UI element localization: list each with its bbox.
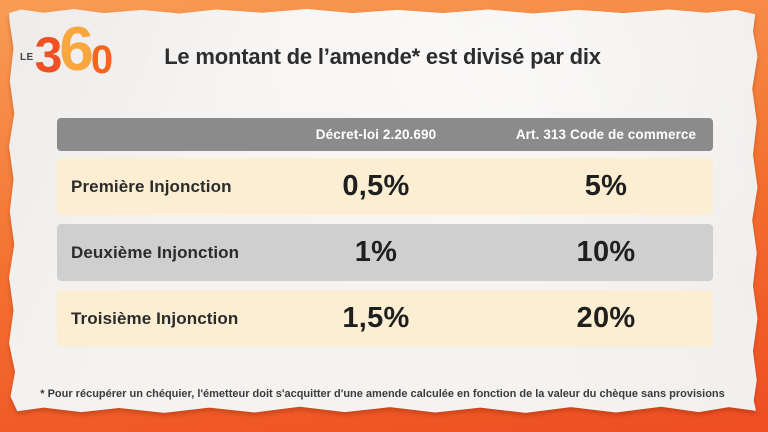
table-header-row: Décret-loi 2.20.690 Art. 313 Code de com… <box>57 118 713 151</box>
decret-value: 1% <box>354 236 398 268</box>
logo-digit-3: 3 <box>34 27 63 84</box>
code-value: 10% <box>576 236 636 268</box>
decret-value: 0,5% <box>342 170 410 202</box>
header-cell-decret-loi: Décret-loi 2.20.690 <box>315 127 437 142</box>
logo-digit-0: 0 <box>90 37 114 82</box>
row-label: Deuxième Injonction <box>71 242 240 262</box>
le360-logo: LE 3 6 0 <box>20 15 114 84</box>
paper-shadow: LE 3 6 0 Le montant de l’amende* est div… <box>6 7 759 417</box>
header-cell-code-commerce: Art. 313 Code de commerce <box>515 127 697 142</box>
decret-value: 1,5% <box>342 302 410 334</box>
logo-digit-6: 6 <box>59 15 94 84</box>
page-title: Le montant de l’amende* est divisé par d… <box>164 44 601 69</box>
code-value: 5% <box>584 170 628 202</box>
table-row-deuxieme-injonction: Deuxième Injonction 1% 10% <box>57 224 713 281</box>
paper-background: LE 3 6 0 Le montant de l’amende* est div… <box>9 9 758 413</box>
row-label: Première Injonction <box>71 176 232 196</box>
table-row-troisieme-injonction: Troisième Injonction 1,5% 20% <box>57 290 713 347</box>
footnote-text: * Pour récupérer un chéquier, l'émetteur… <box>40 388 725 400</box>
fines-comparison-table: Décret-loi 2.20.690 Art. 313 Code de com… <box>57 118 713 356</box>
table-row-premiere-injonction: Première Injonction 0,5% 5% <box>57 158 713 215</box>
code-value: 20% <box>576 302 636 334</box>
row-label: Troisième Injonction <box>71 308 239 328</box>
logo-prefix-label: LE <box>20 52 34 64</box>
